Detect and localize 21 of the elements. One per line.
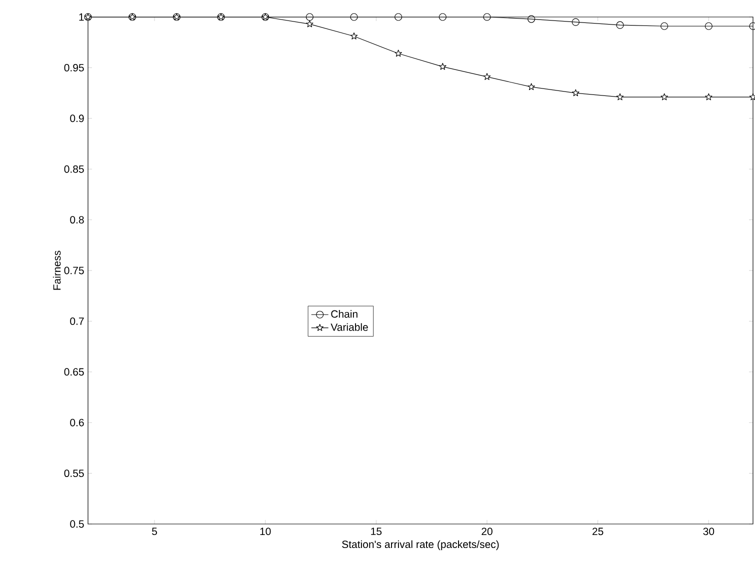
x-tick-label: 25 xyxy=(592,528,604,536)
y-tick-label: 0.7 xyxy=(70,317,84,325)
y-tick-label: 0.6 xyxy=(70,418,84,426)
y-axis-title: Fairness xyxy=(52,250,61,290)
y-tick-label: 0.65 xyxy=(64,368,84,376)
x-tick-label: 30 xyxy=(703,528,714,536)
y-tick-label: 0.5 xyxy=(70,520,84,528)
x-axis-title: Station's arrival rate (packets/sec) xyxy=(342,540,499,550)
y-tick-label: 0.85 xyxy=(64,165,84,173)
legend-label: Chain xyxy=(331,310,358,318)
y-tick-label: 0.8 xyxy=(70,216,84,224)
y-tick-label: 1 xyxy=(79,13,84,21)
x-tick-label: 20 xyxy=(482,528,492,536)
y-tick-label: 0.95 xyxy=(64,64,84,72)
x-tick-label: 10 xyxy=(260,528,271,536)
x-tick-label: 5 xyxy=(152,528,157,536)
y-tick-label: 0.9 xyxy=(70,114,84,122)
x-tick-label: 15 xyxy=(371,528,382,536)
y-tick-label: 0.75 xyxy=(64,266,84,274)
y-tick-label: 0.55 xyxy=(64,470,84,478)
legend-label: Variable xyxy=(330,323,368,331)
